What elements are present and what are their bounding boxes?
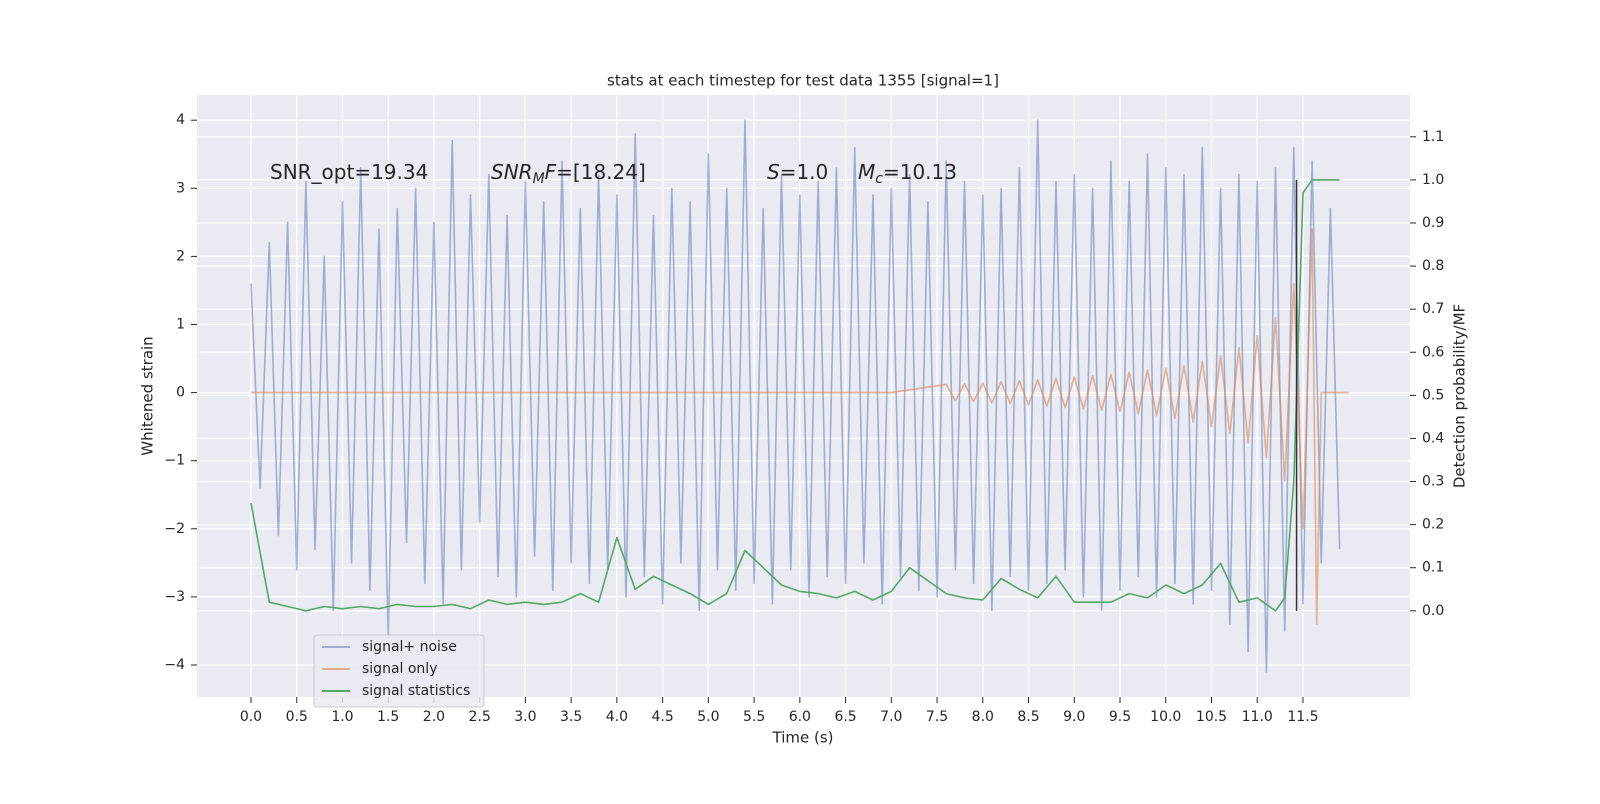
x-tick-label: 2.0 xyxy=(423,709,445,725)
x-tick-label: 6.0 xyxy=(789,709,811,725)
legend-label: signal+ noise xyxy=(362,639,457,655)
y2-axis-label: Detection probability/MF xyxy=(1451,304,1469,488)
annotation-part: =[18.24] xyxy=(556,160,646,184)
annotation-part: M xyxy=(533,171,545,187)
x-tick-label: 0.0 xyxy=(240,709,262,725)
x-tick-label: 9.0 xyxy=(1063,709,1085,725)
annotation-part: =10.13 xyxy=(883,160,957,184)
annotation-part: SNR_opt=19.34 xyxy=(270,160,428,184)
y2-tick-label: 0.4 xyxy=(1422,430,1444,446)
x-tick-label: 8.0 xyxy=(972,709,994,725)
x-tick-label: 11.0 xyxy=(1242,709,1273,725)
legend-box xyxy=(313,634,485,708)
y2-tick-label: 0.3 xyxy=(1422,474,1444,490)
series-line xyxy=(250,119,1341,673)
x-tick-label: 11.5 xyxy=(1287,709,1318,725)
x-tick-label: 5.0 xyxy=(697,709,719,725)
x-tick-label: 10.5 xyxy=(1196,709,1227,725)
chart-title: stats at each timestep for test data 135… xyxy=(607,72,999,90)
x-tick-label: 1.0 xyxy=(331,709,353,725)
x-tick-label: 2.5 xyxy=(469,709,491,725)
x-tick-label: 3.0 xyxy=(514,709,536,725)
x-tick-label: 3.5 xyxy=(560,709,582,725)
annotation-part: =1.0 xyxy=(780,160,829,184)
annotation-part: SNR xyxy=(491,160,533,184)
y-tick-label: −2 xyxy=(164,521,185,537)
y2-tick-label: 0.5 xyxy=(1422,387,1444,403)
y2-tick-label: 0.9 xyxy=(1422,215,1444,231)
y2-tick-label: 1.1 xyxy=(1422,129,1444,145)
annotation-part: S xyxy=(767,160,780,184)
x-tick-label: 8.5 xyxy=(1017,709,1039,725)
legend-label: signal only xyxy=(362,661,437,677)
y-tick-label: 4 xyxy=(176,112,185,128)
annotation-part: F xyxy=(545,160,557,184)
annotation: SNRMF=[18.24] xyxy=(491,160,646,188)
x-tick-label: 7.0 xyxy=(880,709,902,725)
annotation: Mc=10.13 xyxy=(858,160,957,188)
x-tick-label: 9.5 xyxy=(1109,709,1131,725)
y2-tick-label: 1.0 xyxy=(1422,172,1444,188)
y-axis-label: Whitened strain xyxy=(139,336,157,455)
annotation: SNR_opt=19.34 xyxy=(270,160,428,184)
x-tick-label: 1.5 xyxy=(377,709,399,725)
y2-tick-label: 0.0 xyxy=(1422,603,1444,619)
y2-tick-label: 0.7 xyxy=(1422,301,1444,317)
x-axis-label: Time (s) xyxy=(772,729,834,747)
x-tick-label: 5.5 xyxy=(743,709,765,725)
y-tick-label: 3 xyxy=(176,180,185,196)
annotation: S=1.0 xyxy=(767,160,828,184)
y-tick-label: 2 xyxy=(176,248,185,264)
x-tick-label: 4.5 xyxy=(651,709,673,725)
y2-tick-label: 0.2 xyxy=(1422,517,1444,533)
y-tick-label: −3 xyxy=(164,589,185,605)
y-tick-label: −1 xyxy=(164,453,185,469)
series-line xyxy=(250,179,1340,612)
y2-tick-label: 0.8 xyxy=(1422,258,1444,274)
legend-label: signal statistics xyxy=(362,683,470,699)
series-line xyxy=(251,228,1349,625)
x-tick-label: 0.5 xyxy=(286,709,308,725)
x-tick-label: 4.0 xyxy=(606,709,628,725)
y2-tick-label: 0.6 xyxy=(1422,344,1444,360)
x-tick-label: 6.5 xyxy=(834,709,856,725)
annotation-part: M xyxy=(858,160,875,184)
x-tick-label: 7.5 xyxy=(926,709,948,725)
y-tick-label: 1 xyxy=(176,316,185,332)
annotation-part: c xyxy=(875,171,883,187)
y2-tick-label: 0.1 xyxy=(1422,560,1444,576)
y-tick-label: 0 xyxy=(176,385,185,401)
x-tick-label: 10.0 xyxy=(1150,709,1181,725)
y-tick-label: −4 xyxy=(164,657,185,673)
